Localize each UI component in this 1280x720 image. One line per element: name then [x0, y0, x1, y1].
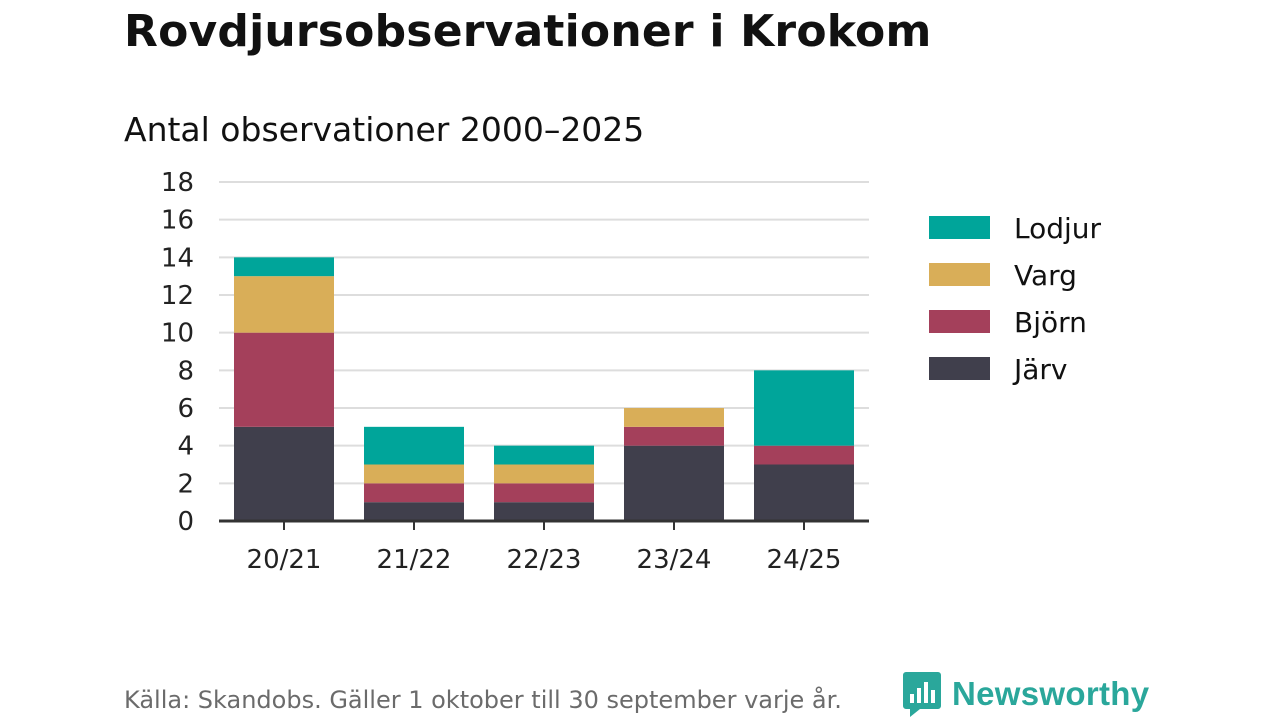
legend-label-varg: Varg [1014, 259, 1077, 292]
x-tick-label: 22/23 [507, 545, 582, 575]
brand-name: Newsworthy [952, 675, 1150, 712]
newsworthy-logo-icon [903, 672, 941, 717]
y-tick-label: 18 [161, 168, 194, 198]
bar-segment-järv [624, 445, 724, 521]
legend-label-järv: Järv [1012, 353, 1068, 386]
bar-segment-varg [234, 276, 334, 333]
axes: 0 2 4 6 8 10 12 14 16 18 20/21 21/22 22/23 23/24 24/25 [161, 168, 869, 575]
bars [234, 257, 854, 521]
bar-segment-lodjur [494, 445, 594, 465]
source-note: Källa: Skandobs. Gäller 1 oktober till 3… [124, 686, 842, 714]
bar-segment-lodjur [234, 257, 334, 277]
x-tick-label: 20/21 [247, 545, 322, 575]
bar-segment-järv [364, 502, 464, 521]
bar-segment-varg [624, 408, 724, 427]
bar-segment-björn [234, 332, 334, 427]
bar-segment-lodjur [364, 426, 464, 465]
legend-swatch-björn [929, 310, 990, 333]
y-tick-label: 10 [161, 319, 194, 349]
bar-segment-lodjur [754, 370, 854, 446]
bar-segment-järv [494, 502, 594, 521]
chart-title: Rovdjursobservationer i Krokom [124, 6, 932, 57]
bar-segment-varg [494, 464, 594, 484]
bar-segment-järv [234, 426, 334, 521]
chart-subtitle: Antal observationer 2000–2025 [124, 110, 645, 149]
y-tick-label: 2 [177, 469, 194, 499]
bar-segment-björn [624, 426, 724, 446]
legend-label-björn: Björn [1014, 306, 1087, 339]
legend-swatch-lodjur [929, 216, 990, 239]
y-tick-label: 16 [161, 206, 194, 236]
bar-segment-järv [754, 464, 854, 521]
x-tick-label: 23/24 [637, 545, 712, 575]
bar-segment-björn [364, 483, 464, 503]
bar-segment-björn [754, 445, 854, 465]
legend: Lodjur Varg Björn Järv [929, 212, 1102, 386]
y-tick-label: 4 [177, 432, 194, 462]
brand-logo: Newsworthy [902, 670, 1149, 718]
x-tick-label: 21/22 [377, 545, 452, 575]
y-tick-label: 14 [161, 243, 194, 273]
legend-swatch-varg [929, 263, 990, 286]
legend-label-lodjur: Lodjur [1014, 212, 1102, 245]
legend-swatch-järv [929, 357, 990, 380]
y-tick-label: 8 [177, 356, 194, 386]
bar-segment-björn [494, 483, 594, 503]
bar-segment-varg [364, 464, 464, 484]
y-tick-label: 6 [177, 394, 194, 424]
y-tick-label: 0 [177, 507, 194, 537]
x-tick-label: 24/25 [767, 545, 842, 575]
y-tick-label: 12 [161, 281, 194, 311]
